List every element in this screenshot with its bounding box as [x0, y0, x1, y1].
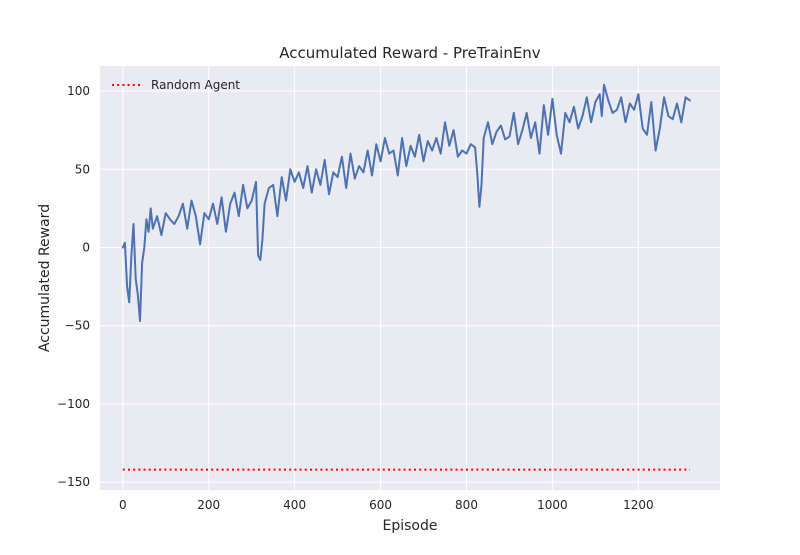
x-tick-label: 1200 — [623, 498, 654, 512]
y-tick-label: −100 — [57, 397, 90, 411]
y-tick-label: 100 — [67, 84, 90, 98]
x-tick-label: 200 — [197, 498, 220, 512]
chart-title: Accumulated Reward - PreTrainEnv — [279, 44, 541, 62]
grid-lines — [100, 66, 720, 490]
y-tick-label: −50 — [65, 319, 90, 333]
series-layer — [121, 83, 691, 471]
y-tick-label: 0 — [82, 240, 90, 254]
y-tick-label: 50 — [75, 162, 90, 176]
x-tick-label: 600 — [369, 498, 392, 512]
plot-area — [100, 66, 720, 490]
x-tick-label: 0 — [119, 498, 127, 512]
x-tick-label: 400 — [283, 498, 306, 512]
reward-series-line — [121, 83, 691, 322]
y-axis-label: Accumulated Reward — [37, 204, 53, 352]
y-tick-label: −150 — [57, 475, 90, 489]
legend-baseline-label: Random Agent — [151, 78, 240, 92]
x-tick-label: 1000 — [537, 498, 568, 512]
x-axis-label: Episode — [383, 518, 438, 534]
x-tick-label: 800 — [455, 498, 478, 512]
legend: Random Agent — [112, 78, 240, 92]
tick-labels: 0 200 400 600 800 1000 1200 −150 −100 −50 0 50 100 — [57, 84, 654, 512]
